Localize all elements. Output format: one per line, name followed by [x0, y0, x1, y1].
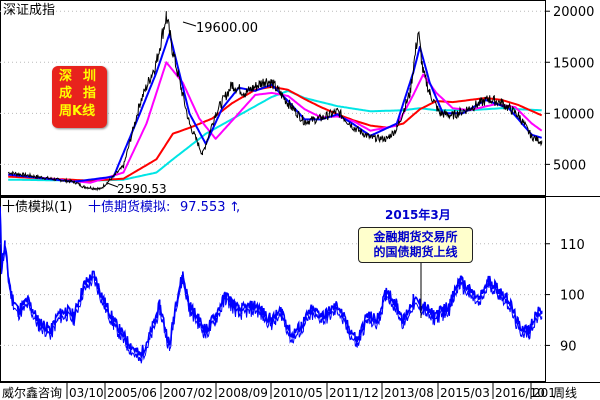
bottom-panel-frame [0, 197, 546, 382]
watermark-text: 威尔鑫咨询 [2, 385, 62, 400]
period-label: 周线 [553, 386, 577, 400]
bottom-series-group [0, 206, 543, 364]
x-tick-label: 2016/10 [495, 386, 545, 400]
callout-line-2: 的国债期货上线 [373, 245, 458, 259]
badge-text-weekly: 周K线 [59, 104, 96, 119]
x-tick-label: 2005/06 [107, 386, 157, 400]
bottom-y-tick-label: 90 [560, 339, 577, 354]
top-y-tick-label: 10000 [553, 107, 594, 122]
callout-line-1: 金融期货交易所 [373, 230, 458, 244]
x-tick-label: 2011/12 [329, 386, 379, 400]
badge-char-2: 圳 [83, 69, 97, 84]
ma-magenta-line [8, 61, 543, 184]
top-panel-frame [0, 0, 546, 196]
x-tick-label: 201 [533, 386, 556, 400]
top-series-group [8, 11, 543, 192]
top-y-ticks: 20000 15000 10000 5000 [545, 5, 594, 173]
legend-up-arrow: ↑ [229, 200, 240, 215]
x-tick-label: 2015/03 [440, 386, 490, 400]
peak-label: 19600.00 [196, 21, 258, 36]
bottom-y-tick-label: 100 [560, 289, 585, 304]
x-tick-label: 2010/05 [273, 386, 323, 400]
bottom-legend: 十债模拟(1) 十债期货模拟: 97.553 ↑ , [2, 199, 244, 215]
bond-futures-line-shadow [0, 212, 543, 364]
price-line [8, 11, 543, 192]
bottom-gridlines [0, 243, 545, 346]
x-tick-label: 2007/02 [163, 386, 213, 400]
peak-leader-line [182, 21, 197, 27]
top-y-tick-label: 20000 [553, 5, 594, 20]
x-tick-label: 2013/08 [384, 386, 434, 400]
x-tick-label: 2008/09 [218, 386, 268, 400]
trough-label: 2590.53 [117, 182, 167, 196]
badge-char-1: 深 [59, 69, 73, 84]
legend-current-value: 97.553 [180, 200, 226, 215]
trough-leader-line [106, 182, 119, 188]
x-tick-label: 03/10 [69, 386, 104, 400]
legend-series-name: 十债期货模拟: [88, 199, 170, 215]
chart-badge: 深 圳 成 指 周K线 [52, 66, 107, 128]
annotation-title: 2015年3月 [385, 207, 451, 222]
legend-comma: , [236, 200, 240, 215]
top-y-tick-label: 5000 [553, 158, 586, 173]
badge-char-4: 指 [83, 86, 97, 101]
top-y-tick-label: 15000 [553, 56, 594, 71]
legend-indicator-name: 十债模拟(1) [2, 200, 72, 215]
bottom-y-tick-label: 110 [560, 238, 585, 253]
bottom-y-ticks: 110 100 90 [545, 238, 585, 354]
annotation-callout: 金融期货交易所 的国债期货上线 [358, 227, 473, 263]
top-gridlines [0, 10, 545, 165]
top-chart-title: 深证成指 [3, 3, 55, 18]
x-axis-ticks: 03/10 2005/06 2007/02 2008/09 2010/05 2011/12… [66, 382, 556, 400]
badge-char-3: 成 [59, 86, 73, 101]
